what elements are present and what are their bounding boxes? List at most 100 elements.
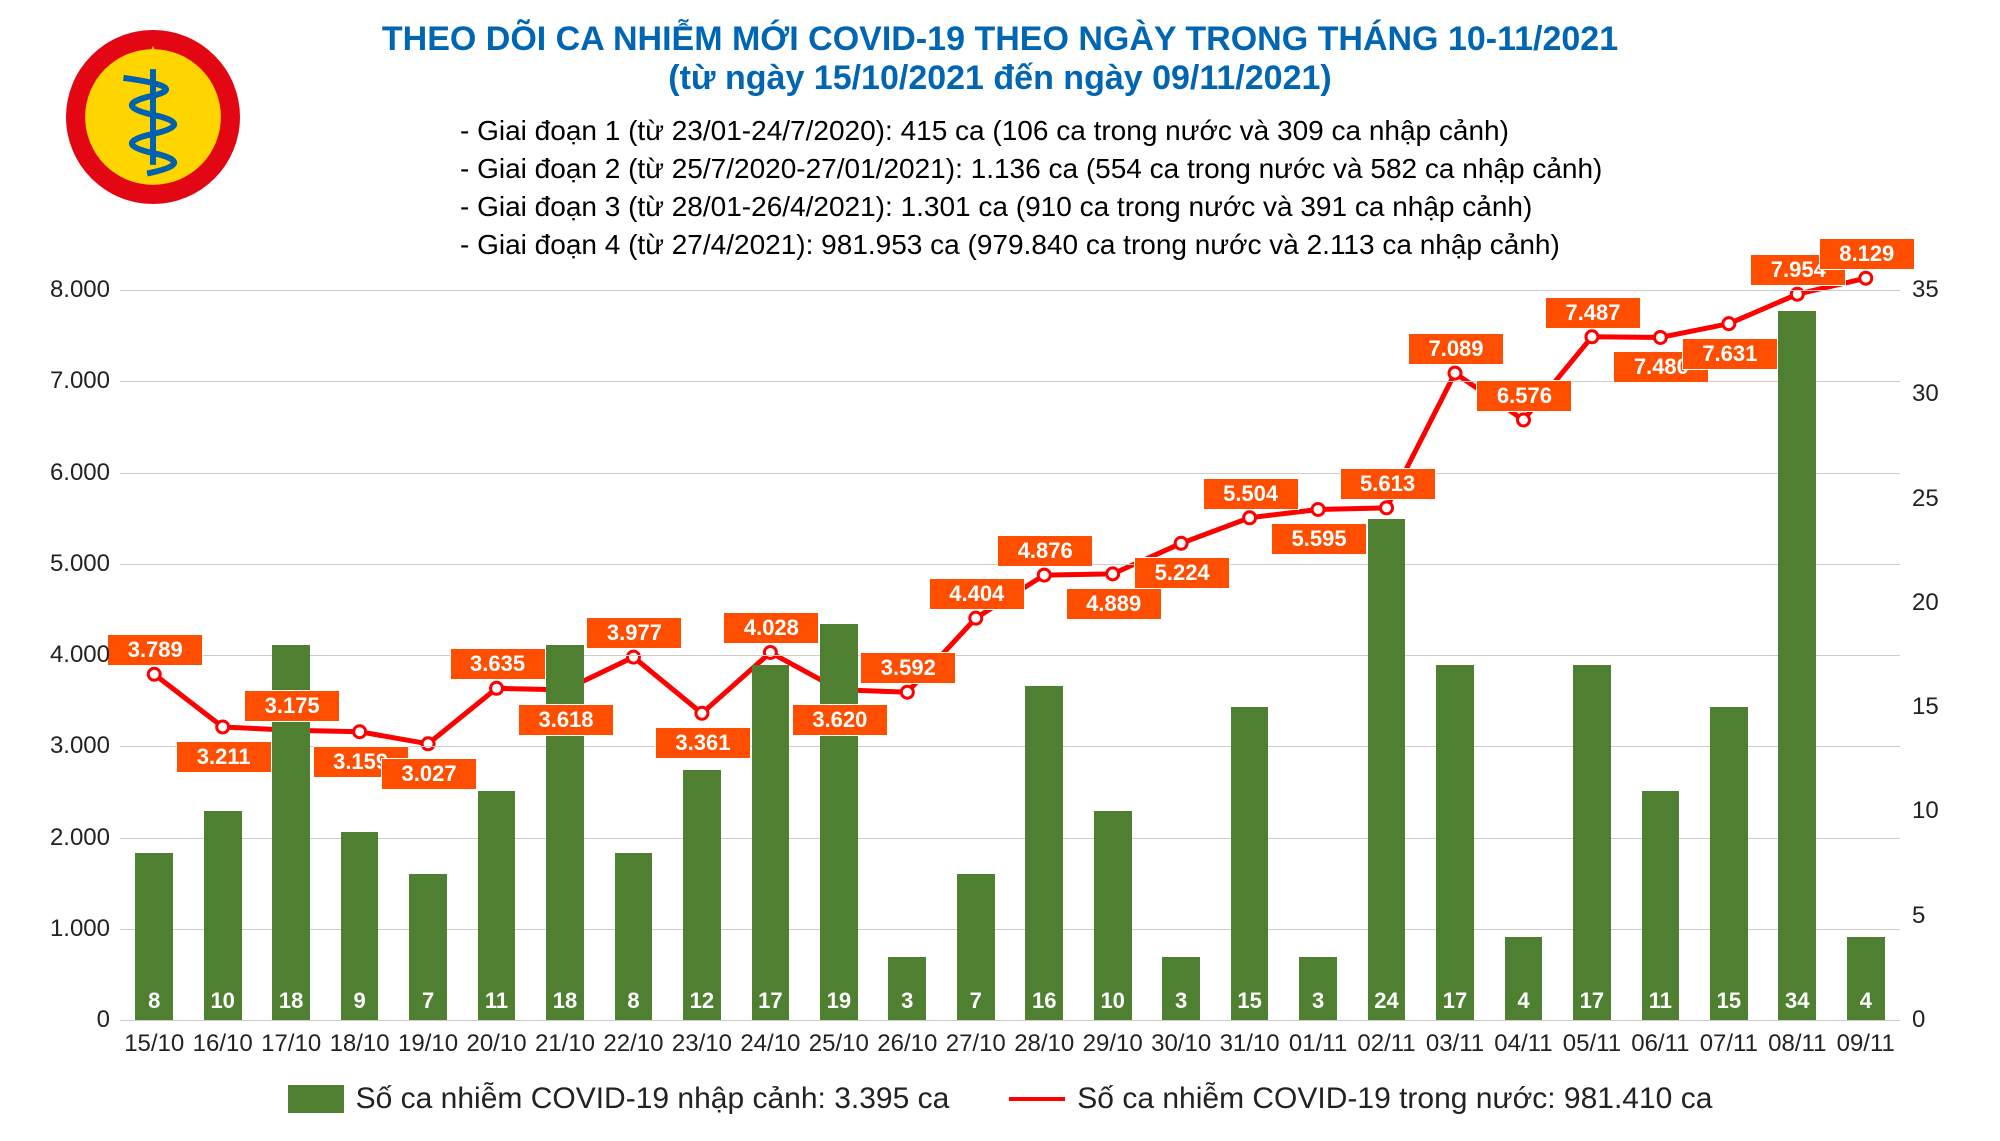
line-value-label: 7.487 bbox=[1545, 297, 1641, 329]
bar-value-label: 16 bbox=[1025, 988, 1063, 1014]
x-tick: 01/11 bbox=[1284, 1030, 1352, 1058]
line-value-label: 5.595 bbox=[1271, 523, 1367, 555]
line-value-label: 3.618 bbox=[518, 704, 614, 736]
bar-value-label: 10 bbox=[204, 988, 242, 1014]
bar-value-label: 9 bbox=[341, 988, 379, 1014]
title-sub: (từ ngày 15/10/2021 đến ngày 09/11/2021) bbox=[0, 59, 2000, 98]
bar bbox=[478, 791, 516, 1020]
x-tick: 23/10 bbox=[668, 1030, 736, 1058]
y-tick-left: 0 bbox=[30, 1006, 110, 1034]
bar-value-label: 8 bbox=[615, 988, 653, 1014]
x-tick: 25/10 bbox=[805, 1030, 873, 1058]
x-tick: 09/11 bbox=[1832, 1030, 1900, 1058]
x-tick: 24/10 bbox=[736, 1030, 804, 1058]
bar-value-label: 3 bbox=[1162, 988, 1200, 1014]
line-value-label: 5.613 bbox=[1340, 468, 1436, 500]
line-value-label: 3.977 bbox=[586, 617, 682, 649]
bar-value-label: 11 bbox=[1642, 988, 1680, 1014]
gridline bbox=[120, 290, 1900, 291]
legend-line-swatch bbox=[1009, 1097, 1065, 1101]
bar bbox=[683, 770, 721, 1020]
bar-value-label: 4 bbox=[1505, 988, 1543, 1014]
bar-value-label: 34 bbox=[1778, 988, 1816, 1014]
line-value-label: 3.592 bbox=[860, 652, 956, 684]
x-tick: 02/11 bbox=[1352, 1030, 1420, 1058]
bar-value-label: 10 bbox=[1094, 988, 1132, 1014]
y-tick-left: 6.000 bbox=[30, 459, 110, 487]
line-value-label: 8.129 bbox=[1819, 238, 1915, 270]
x-tick: 08/11 bbox=[1763, 1030, 1831, 1058]
x-tick: 26/10 bbox=[873, 1030, 941, 1058]
line-value-label: 5.224 bbox=[1134, 557, 1230, 589]
legend-item-line: Số ca nhiễm COVID-19 trong nước: 981.410… bbox=[1009, 1082, 1712, 1116]
y-tick-right: 35 bbox=[1912, 276, 1972, 304]
line-value-label: 4.876 bbox=[997, 535, 1093, 567]
y-tick-right: 30 bbox=[1912, 380, 1972, 408]
bar bbox=[546, 645, 584, 1020]
x-tick: 19/10 bbox=[394, 1030, 462, 1058]
line-value-label: 3.620 bbox=[792, 704, 888, 736]
x-tick: 31/10 bbox=[1215, 1030, 1283, 1058]
bar bbox=[1436, 665, 1474, 1020]
gridline bbox=[120, 929, 1900, 930]
bar-value-label: 15 bbox=[1710, 988, 1748, 1014]
x-tick: 20/10 bbox=[462, 1030, 530, 1058]
bar bbox=[1025, 686, 1063, 1020]
bar-value-label: 18 bbox=[546, 988, 584, 1014]
bar-value-label: 7 bbox=[957, 988, 995, 1014]
legend-line-label: Số ca nhiễm COVID-19 trong nước: 981.410… bbox=[1077, 1082, 1712, 1116]
chart-root: THEO DÕI CA NHIỄM MỚI COVID-19 THEO NGÀY… bbox=[0, 0, 2000, 1141]
y-tick-left: 3.000 bbox=[30, 732, 110, 760]
y-tick-right: 5 bbox=[1912, 902, 1972, 930]
x-tick: 18/10 bbox=[325, 1030, 393, 1058]
y-tick-right: 0 bbox=[1912, 1006, 1972, 1034]
y-tick-right: 25 bbox=[1912, 485, 1972, 513]
x-tick: 22/10 bbox=[599, 1030, 667, 1058]
line-value-label: 3.635 bbox=[450, 648, 546, 680]
bar-value-label: 17 bbox=[1573, 988, 1611, 1014]
line-value-label: 3.211 bbox=[176, 741, 272, 773]
bar-value-label: 4 bbox=[1847, 988, 1885, 1014]
bar bbox=[1778, 311, 1816, 1020]
bar-value-label: 12 bbox=[683, 988, 721, 1014]
line-value-label: 7.089 bbox=[1408, 333, 1504, 365]
phase-annotation-line: - Giai đoạn 1 (từ 23/01-24/7/2020): 415 … bbox=[460, 112, 1602, 150]
line-value-label: 3.027 bbox=[381, 758, 477, 790]
x-tick: 06/11 bbox=[1626, 1030, 1694, 1058]
bar-value-label: 3 bbox=[1299, 988, 1337, 1014]
bar bbox=[752, 665, 790, 1020]
x-tick: 15/10 bbox=[120, 1030, 188, 1058]
bar-value-label: 17 bbox=[752, 988, 790, 1014]
legend-bar-swatch bbox=[288, 1085, 344, 1113]
gridline bbox=[120, 1020, 1900, 1021]
phase-annotations: - Giai đoạn 1 (từ 23/01-24/7/2020): 415 … bbox=[460, 112, 1602, 264]
x-tick: 07/11 bbox=[1695, 1030, 1763, 1058]
line-value-label: 7.631 bbox=[1682, 338, 1778, 370]
x-tick: 21/10 bbox=[531, 1030, 599, 1058]
bar-value-label: 19 bbox=[820, 988, 858, 1014]
y-tick-right: 20 bbox=[1912, 589, 1972, 617]
y-tick-left: 5.000 bbox=[30, 550, 110, 578]
bar-value-label: 24 bbox=[1368, 988, 1406, 1014]
bar-value-label: 7 bbox=[409, 988, 447, 1014]
y-tick-right: 15 bbox=[1912, 693, 1972, 721]
bar bbox=[1710, 707, 1748, 1020]
phase-annotation-line: - Giai đoạn 4 (từ 27/4/2021): 981.953 ca… bbox=[460, 226, 1602, 264]
bar-value-label: 3 bbox=[888, 988, 926, 1014]
line-value-label: 5.504 bbox=[1203, 478, 1299, 510]
x-tick: 05/11 bbox=[1558, 1030, 1626, 1058]
bar bbox=[1368, 519, 1406, 1020]
y-tick-left: 7.000 bbox=[30, 367, 110, 395]
title-block: THEO DÕI CA NHIỄM MỚI COVID-19 THEO NGÀY… bbox=[0, 20, 2000, 98]
line-value-label: 4.404 bbox=[929, 578, 1025, 610]
y-tick-left: 1.000 bbox=[30, 915, 110, 943]
x-tick: 04/11 bbox=[1489, 1030, 1557, 1058]
line-value-label: 3.789 bbox=[107, 634, 203, 666]
gridline bbox=[120, 655, 1900, 656]
x-tick: 17/10 bbox=[257, 1030, 325, 1058]
x-tick: 29/10 bbox=[1078, 1030, 1146, 1058]
x-tick: 03/11 bbox=[1421, 1030, 1489, 1058]
bar-value-label: 18 bbox=[272, 988, 310, 1014]
x-tick: 16/10 bbox=[188, 1030, 256, 1058]
bar bbox=[1642, 791, 1680, 1020]
